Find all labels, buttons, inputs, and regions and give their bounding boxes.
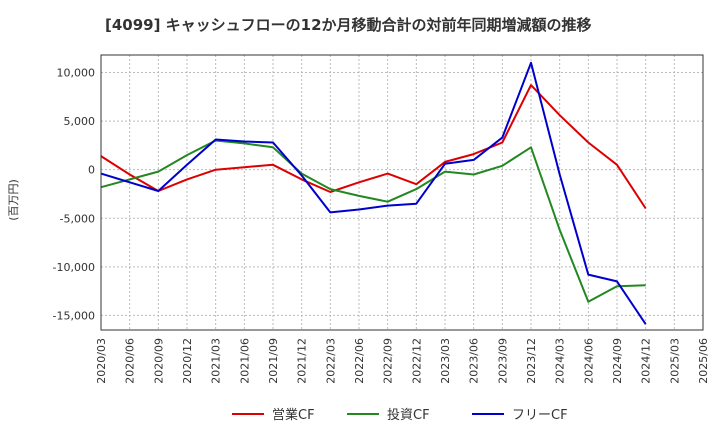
y-tick-label: 10,000 (57, 66, 96, 79)
x-tick-label: 2022/09 (382, 338, 395, 384)
series-lines (100, 61, 647, 325)
y-axis-label: (百万円) (7, 179, 20, 221)
legend: 営業CF 投資CF フリーCF (232, 407, 568, 423)
x-tick-label: 2025/03 (668, 338, 681, 384)
x-tick-label: 2024/06 (582, 338, 595, 384)
legend-label-3: フリーCF (512, 408, 568, 423)
series-line-1 (100, 84, 647, 210)
x-tick-label: 2022/06 (353, 338, 366, 384)
y-tick-label: 5,000 (64, 115, 96, 128)
x-tick-label: 2021/09 (267, 338, 280, 384)
x-tick-label: 2020/09 (152, 338, 165, 384)
x-tick-label: 2021/12 (296, 338, 309, 384)
x-tick-label: 2023/12 (525, 338, 538, 384)
x-tick-label: 2022/12 (410, 338, 423, 384)
series-line-2 (100, 139, 646, 303)
y-tick-label: -10,000 (53, 261, 95, 274)
x-tick-label: 2023/09 (496, 338, 509, 384)
x-tick-label: 2024/12 (640, 338, 653, 384)
x-tick-label: 2021/06 (238, 338, 251, 384)
x-tick-label: 2022/03 (324, 338, 337, 384)
y-ticks: -15,000 -10,000 -5,000 0 5,000 10,000 (53, 66, 95, 322)
x-tick-label: 2021/03 (210, 338, 223, 384)
plot-frame (100, 54, 704, 331)
x-tick-label: 2023/03 (439, 338, 452, 384)
x-ticks: 2020/03 2020/06 2020/09 2020/12 2021/03 2021/… (95, 338, 710, 384)
x-tick-label: 2023/06 (468, 338, 481, 384)
x-tick-label: 2024/03 (554, 338, 567, 384)
chart-title: [4099] キャッシュフローの12か月移動合計の対前年同期増減額の推移 (105, 16, 592, 34)
x-tick-label: 2024/09 (611, 338, 624, 384)
x-tick-label: 2020/03 (95, 338, 108, 384)
x-tick-label: 2020/12 (181, 338, 194, 384)
x-tick-label: 2025/06 (697, 338, 710, 384)
legend-label-2: 投資CF (387, 407, 430, 423)
grid (100, 55, 704, 330)
legend-label-1: 営業CF (272, 407, 315, 423)
series-line-3 (100, 61, 647, 325)
y-tick-label: -15,000 (53, 309, 95, 322)
x-tick-label: 2020/06 (124, 338, 137, 384)
y-tick-label: 0 (88, 164, 95, 177)
y-tick-label: -5,000 (60, 212, 95, 225)
